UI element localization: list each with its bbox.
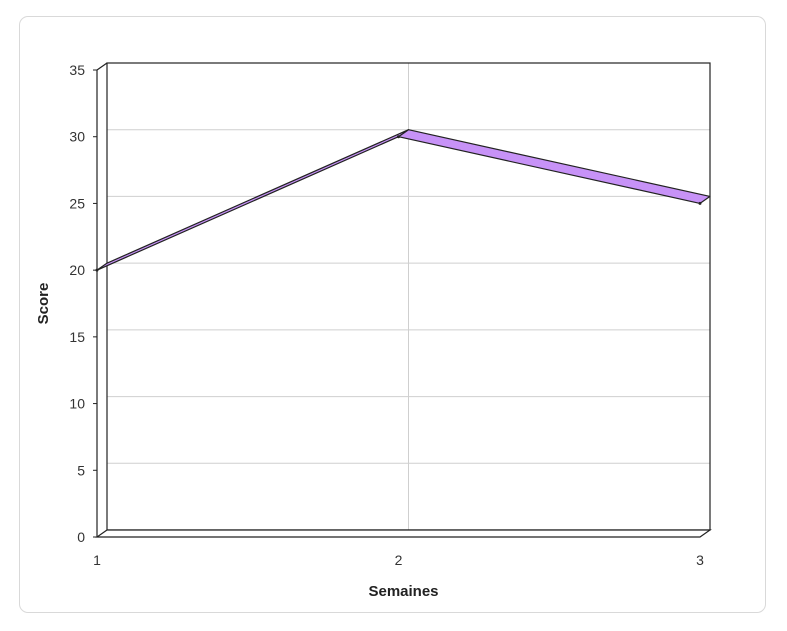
series-0-point-1 bbox=[95, 268, 99, 272]
x-tick-label-1: 1 bbox=[93, 552, 101, 568]
series-0-ribbon-segment-2 bbox=[397, 129, 711, 205]
x-axis-title: Semaines bbox=[368, 583, 438, 600]
y-tick-label-35: 35 bbox=[69, 62, 85, 78]
y-tick-label-5: 5 bbox=[77, 462, 85, 478]
y-tick-label-30: 30 bbox=[69, 129, 85, 145]
y-tick-label-25: 25 bbox=[69, 195, 85, 211]
y-axis-title: Score bbox=[35, 283, 52, 325]
chart-card bbox=[19, 16, 766, 613]
series-0-point-3 bbox=[698, 201, 702, 205]
y-tick-label-20: 20 bbox=[69, 262, 85, 278]
left-wall-top-edge bbox=[96, 62, 108, 71]
x-tick-label-3: 3 bbox=[696, 552, 704, 568]
series-0-point-2 bbox=[397, 135, 400, 139]
y-tick-label-10: 10 bbox=[69, 396, 85, 412]
x-tick-label-2: 2 bbox=[395, 552, 403, 568]
y-tick-label-0: 0 bbox=[77, 529, 85, 545]
y-tick-label-15: 15 bbox=[69, 329, 85, 345]
series-0-ribbon-segment-1 bbox=[96, 129, 410, 271]
plot-floor bbox=[95, 529, 712, 538]
